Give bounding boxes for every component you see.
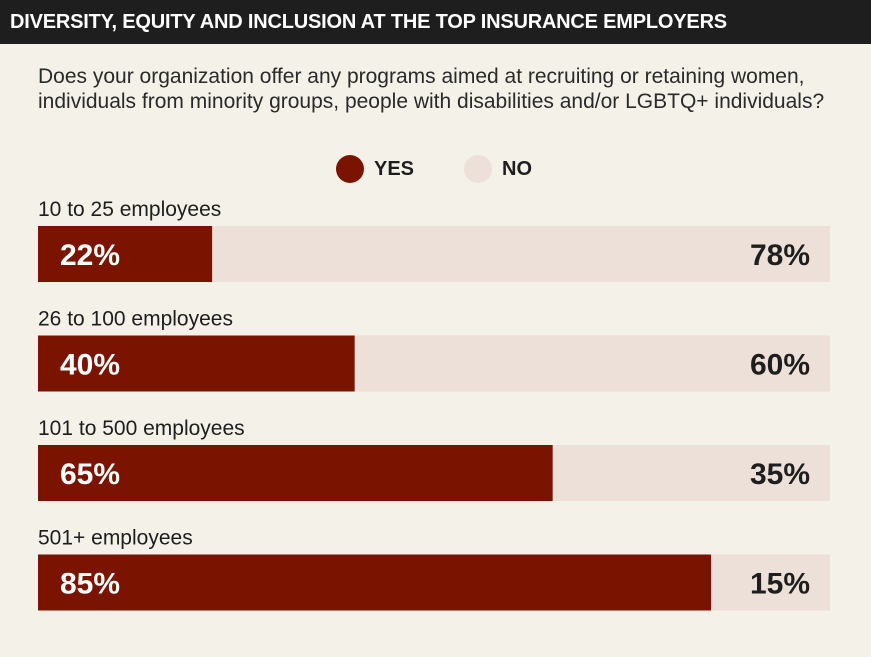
value-label-yes: 65% xyxy=(60,458,120,491)
value-label-no: 15% xyxy=(750,568,810,601)
category-label: 501+ employees xyxy=(38,527,193,550)
bar-yes xyxy=(38,335,355,392)
category-label: 101 to 500 employees xyxy=(38,417,245,440)
bar-yes xyxy=(38,226,213,282)
value-label-no: 35% xyxy=(750,458,810,491)
legend: YES NO xyxy=(336,153,582,185)
bar-yes xyxy=(38,554,712,611)
bar-no xyxy=(212,226,831,282)
bar-no xyxy=(711,554,830,611)
value-label-yes: 22% xyxy=(60,239,120,272)
category-label: 26 to 100 employees xyxy=(38,308,233,331)
legend-label-yes: YES xyxy=(374,157,415,180)
banner-title: DIVERSITY, EQUITY AND INCLUSION AT THE T… xyxy=(0,0,871,44)
category-label: 10 to 25 employees xyxy=(38,198,221,221)
bar-no xyxy=(354,335,830,392)
survey-question: Does your organization offer any program… xyxy=(38,65,825,113)
legend-swatch-yes xyxy=(336,155,364,183)
value-label-yes: 40% xyxy=(60,349,120,382)
legend-label-no: NO xyxy=(502,157,533,180)
legend-swatch-no xyxy=(464,155,493,183)
value-label-no: 60% xyxy=(750,349,810,382)
bar-no xyxy=(552,445,830,501)
value-label-no: 78% xyxy=(750,239,810,272)
bar-yes xyxy=(38,445,553,501)
value-label-yes: 85% xyxy=(60,568,120,601)
